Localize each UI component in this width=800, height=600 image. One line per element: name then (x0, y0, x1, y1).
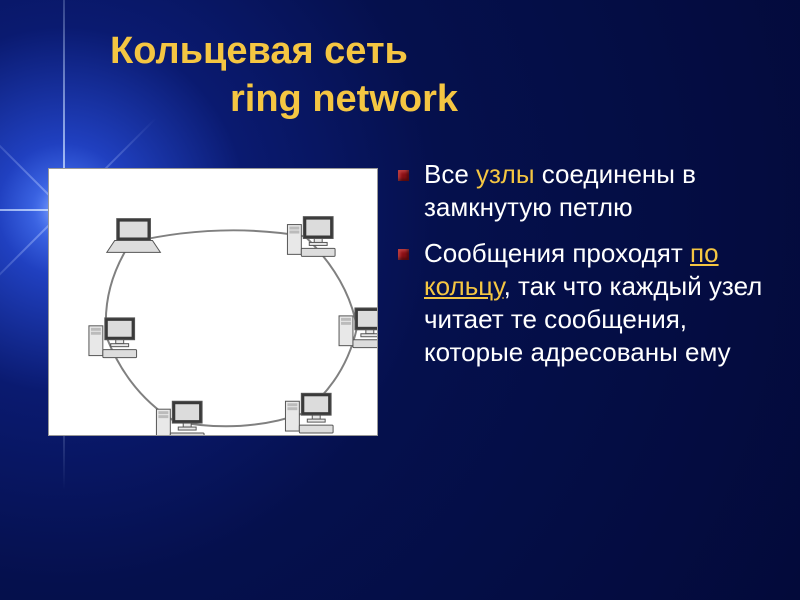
title-line-2: ring network (110, 76, 760, 124)
bullet-highlight: узлы (476, 159, 535, 189)
slide-title: Кольцевая сеть ring network (110, 28, 760, 123)
bullet-text: Все (424, 159, 476, 189)
laptop-node-icon (107, 219, 161, 253)
bullet-item: Сообщения проходят по кольцу, так что ка… (398, 237, 778, 370)
desktop-node-icon (287, 217, 335, 257)
title-line-1: Кольцевая сеть (110, 28, 760, 76)
ring-edge (131, 230, 306, 242)
bullet-list: Все узлы соединены в замкнутую петлю Соо… (398, 158, 778, 382)
ring-network-diagram (49, 169, 377, 435)
bullet-item: Все узлы соединены в замкнутую петлю (398, 158, 778, 225)
desktop-node-icon (285, 393, 333, 433)
desktop-node-icon (339, 308, 377, 348)
desktop-node-icon (89, 318, 137, 358)
desktop-node-icon (156, 401, 204, 435)
ring-network-figure (48, 168, 378, 436)
bullet-text: Сообщения проходят (424, 238, 690, 268)
